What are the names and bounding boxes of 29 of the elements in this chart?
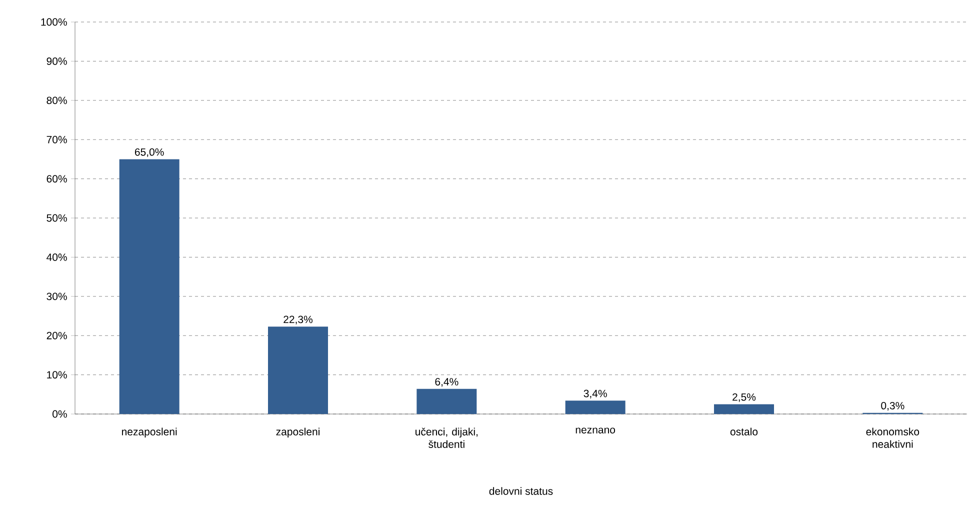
data-label: 22,3%	[284, 316, 313, 324]
y-tick-label: 0%	[52, 410, 67, 418]
bar	[416, 388, 477, 414]
y-tick-label: 30%	[46, 292, 67, 300]
data-label: 6,4%	[435, 378, 458, 387]
bar	[119, 159, 180, 414]
x-tick-label: ostalo	[730, 428, 758, 436]
y-tick-label: 10%	[47, 371, 67, 379]
x-tick-label: neznano	[576, 428, 616, 434]
bar	[565, 400, 626, 414]
y-tick-label: 80%	[46, 96, 67, 104]
x-tick-label: zaposleni	[276, 428, 320, 438]
y-tick-label: 50%	[46, 214, 67, 222]
x-axis-title: delovni status	[489, 487, 553, 495]
data-label: 0,3%	[881, 402, 904, 411]
y-tick-label: 70%	[46, 136, 67, 144]
x-tick-label: nezaposleni	[122, 428, 177, 438]
x-tick-label: učenci, dijaki, študenti	[416, 428, 478, 448]
data-label: 2,5%	[732, 393, 756, 402]
y-tick-label: 20%	[46, 332, 67, 340]
y-tick-label: 60%	[46, 175, 67, 183]
data-label: 65,0%	[134, 148, 164, 158]
y-tick-label: 100%	[41, 18, 67, 26]
y-tick-label: 90%	[46, 57, 67, 65]
bar	[714, 404, 774, 414]
y-tick-label: 40%	[46, 253, 67, 261]
x-tick-label: ekonomsko neaktivni	[866, 428, 920, 448]
bar	[268, 326, 328, 414]
data-label: 3,4%	[584, 390, 607, 398]
